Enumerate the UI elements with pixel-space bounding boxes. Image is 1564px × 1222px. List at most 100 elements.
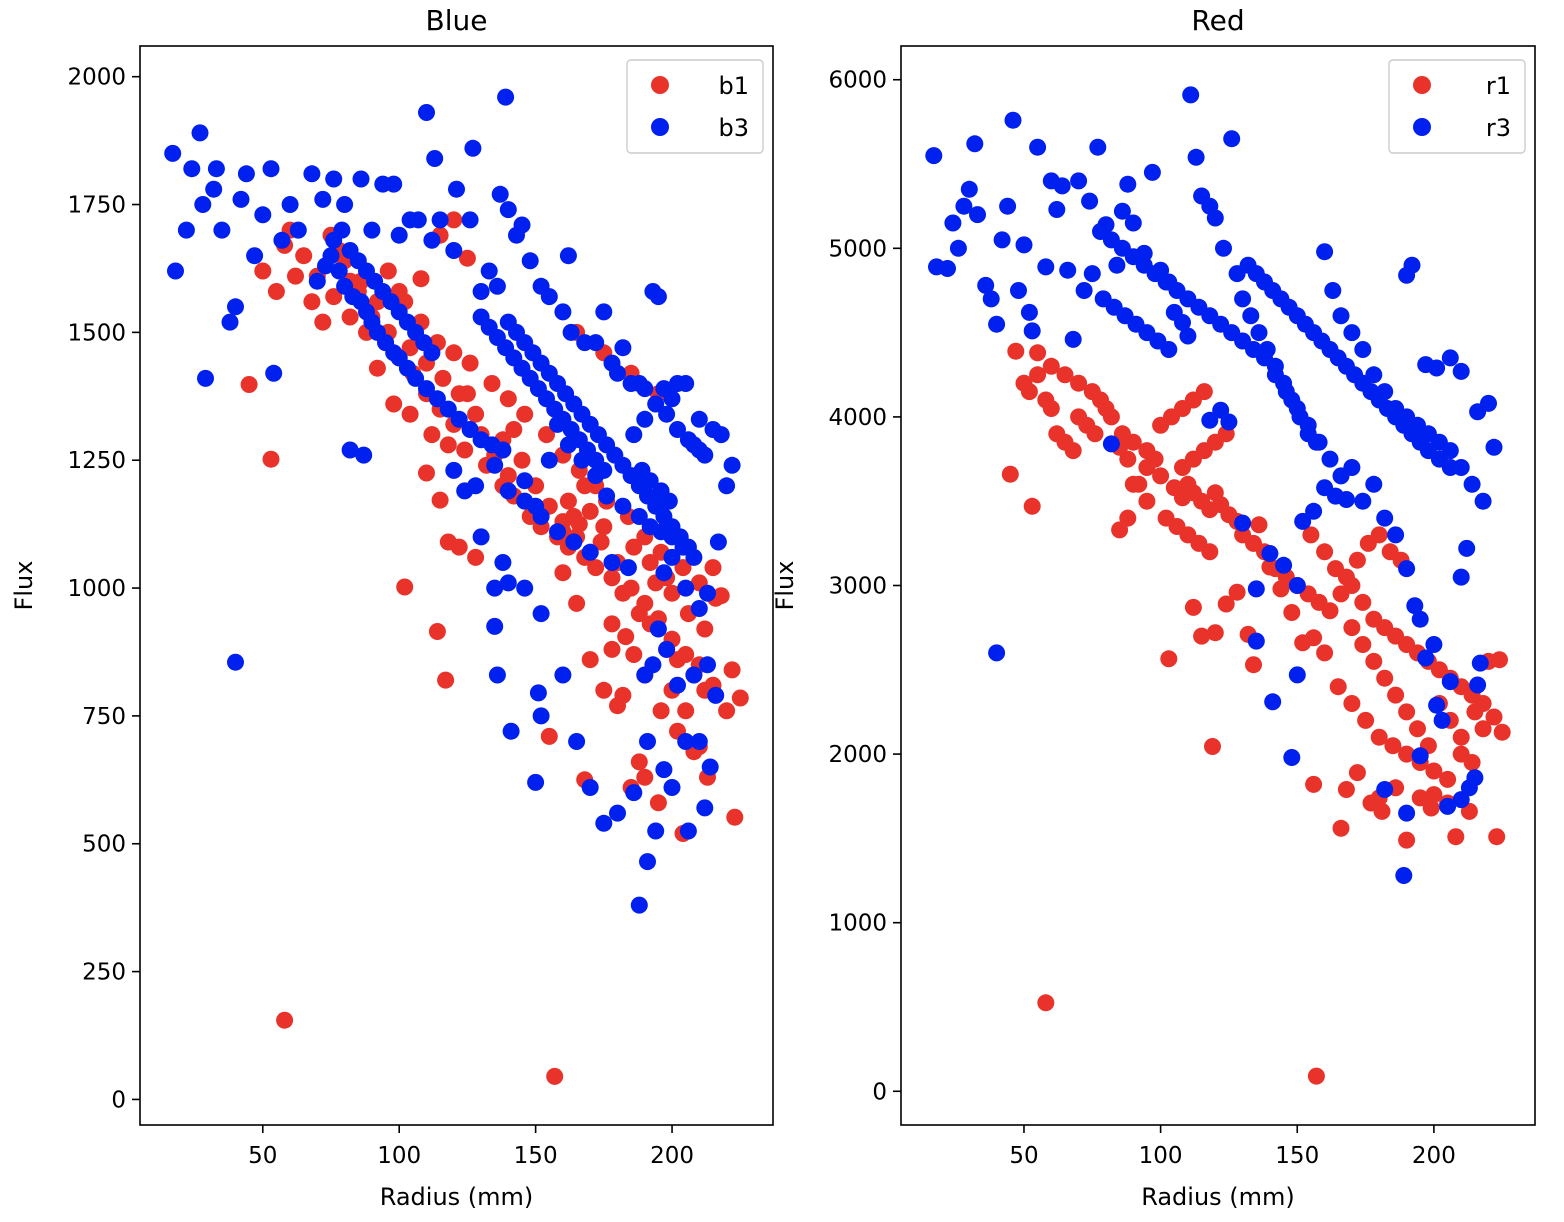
point-b3	[308, 272, 326, 290]
x-tick-label: 50	[1009, 1143, 1038, 1169]
subplot-blue: 50 100 150 20002505007501000125015001750200…	[10, 4, 774, 1211]
point-r1	[1398, 831, 1416, 849]
point-b1	[461, 354, 479, 372]
point-b1	[513, 451, 531, 469]
point-b3	[418, 380, 435, 398]
point-b1	[625, 538, 643, 556]
point-b1	[718, 702, 736, 720]
point-b3	[385, 175, 403, 193]
point-r3	[1337, 491, 1355, 508]
axes-frame	[139, 45, 774, 1126]
point-b3	[699, 656, 716, 674]
point-b1	[385, 395, 403, 413]
point-r1	[1354, 593, 1372, 611]
point-r3	[1187, 148, 1205, 166]
point-b3	[494, 554, 512, 571]
point-r3	[1234, 514, 1252, 532]
point-r1	[1466, 703, 1484, 721]
point-r1	[1493, 723, 1511, 741]
point-r1	[1217, 595, 1235, 613]
point-r3	[1332, 467, 1350, 485]
point-r3	[1316, 243, 1334, 261]
point-b1	[669, 651, 686, 669]
legend-label-b1: b1	[718, 72, 749, 100]
point-b3	[636, 410, 654, 428]
point-b1	[587, 559, 605, 577]
point-b3	[625, 784, 643, 802]
point-r1	[1439, 770, 1457, 788]
point-r3	[1411, 610, 1429, 628]
point-r1	[1422, 799, 1440, 817]
point-b3	[418, 104, 435, 121]
point-r3	[1160, 341, 1178, 358]
point-b3	[273, 231, 291, 249]
point-b1	[505, 421, 523, 438]
legend-marker-b1	[651, 76, 669, 94]
point-r3	[1294, 512, 1312, 530]
point-r1	[1023, 497, 1041, 515]
point-b3	[532, 605, 550, 623]
point-r3	[1469, 676, 1487, 694]
point-b3	[540, 288, 558, 306]
point-r1	[1447, 828, 1465, 846]
point-r1	[1365, 652, 1383, 670]
point-r1	[1160, 650, 1178, 668]
point-b3	[464, 139, 482, 157]
point-r3	[1365, 475, 1383, 493]
point-r3	[1010, 282, 1027, 299]
point-r3	[1247, 632, 1265, 650]
point-b3	[423, 231, 441, 249]
point-r1	[1029, 344, 1047, 362]
point-b1	[554, 564, 572, 582]
point-r3	[1223, 130, 1241, 148]
point-b3	[655, 761, 673, 779]
point-b1	[603, 615, 621, 633]
point-b1	[595, 518, 613, 536]
point-r3	[1053, 177, 1071, 195]
point-r3	[1288, 577, 1306, 594]
y-tick-label: 5000	[828, 236, 887, 262]
y-tick-label: 1250	[67, 448, 126, 474]
point-b3	[227, 298, 244, 316]
y-tick-label: 750	[82, 704, 126, 730]
point-b3	[461, 421, 479, 438]
y-tick-label: 1500	[67, 320, 126, 346]
point-r3	[1234, 290, 1252, 308]
point-b3	[314, 190, 332, 208]
point-r1	[1305, 775, 1323, 793]
point-r3	[1417, 356, 1435, 374]
point-r3	[1275, 556, 1293, 574]
point-r3	[988, 315, 1006, 333]
y-tick-label: 4000	[828, 405, 887, 431]
point-b3	[213, 221, 231, 239]
point-r3	[1247, 580, 1265, 598]
point-r1	[1245, 656, 1262, 674]
point-r1	[1316, 644, 1334, 662]
point-b3	[690, 441, 708, 459]
point-b3	[317, 257, 334, 275]
point-b3	[494, 441, 512, 459]
point-r3	[1023, 322, 1041, 340]
point-b3	[281, 196, 299, 213]
point-r3	[1020, 303, 1038, 321]
point-b1	[723, 661, 741, 679]
point-r3	[1089, 138, 1107, 156]
point-r3	[1004, 111, 1022, 129]
point-b3	[595, 303, 613, 321]
point-b3	[407, 369, 425, 387]
point-b1	[276, 1011, 294, 1029]
point-r3	[999, 197, 1017, 215]
point-r1	[1042, 357, 1060, 375]
point-b3	[663, 548, 681, 566]
point-b3	[636, 380, 654, 398]
point-r3	[1417, 649, 1435, 667]
point-b1	[565, 508, 583, 525]
point-b1	[540, 727, 558, 745]
point-r1	[1064, 442, 1082, 460]
point-b3	[639, 733, 656, 750]
point-b3	[663, 390, 681, 408]
point-r1	[1348, 551, 1366, 569]
point-r3	[1452, 568, 1470, 586]
point-b3	[669, 676, 686, 694]
point-b3	[197, 369, 214, 387]
